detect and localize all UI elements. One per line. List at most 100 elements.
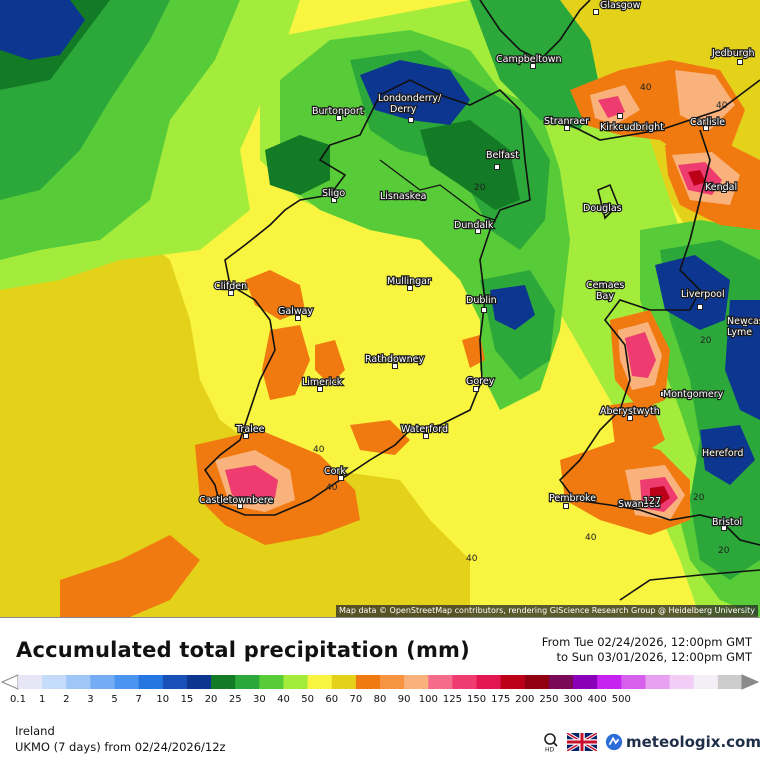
legend-label: 5 [111,694,117,705]
legend-swatch [693,675,719,689]
legend-label: 30 [253,694,266,705]
place-label[interactable]: Dublin [465,294,498,307]
place-marker[interactable] [660,391,666,397]
legend-label: 200 [515,694,534,705]
place-label[interactable]: Aberystwyth [599,405,661,418]
place-label[interactable]: Limerick [301,376,344,389]
contour-label: 40 [716,101,728,111]
place-label[interactable]: Londonderry/Derry [377,92,443,116]
place-marker[interactable] [719,449,725,455]
place-marker[interactable] [408,117,414,123]
place-label[interactable]: Sligo [321,187,347,200]
place-label[interactable]: Campbeltown [495,53,563,66]
max-value-label: 127 [643,496,661,507]
place-label[interactable]: Mullingar [386,275,432,288]
place-label[interactable]: Cemaes Bay [585,279,626,303]
field-10-liverpool [655,255,730,330]
chart-title: Accumulated total precipitation (mm) [16,638,470,662]
place-label[interactable]: Burtonport [311,105,365,118]
period-to: to Sun 03/01/2026, 12:00pm GMT [556,650,752,664]
place-marker[interactable] [530,63,536,69]
place-marker[interactable] [697,304,703,310]
place-marker[interactable] [237,503,243,509]
place-label[interactable]: Liverpool [680,288,726,301]
field-10 [0,0,85,60]
legend-label: 500 [612,694,631,705]
legend-swatch [573,675,598,689]
precipitation-map[interactable]: 20 40 40 20 40 40 20 40 20 40 Glasgow Campbeltown J… [0,0,760,617]
legend-label: 50 [301,694,314,705]
place-marker[interactable] [481,307,487,313]
uk-flag-icon[interactable] [567,733,597,751]
place-label[interactable]: Gorey [465,375,496,388]
coastlines [203,0,760,601]
place-marker[interactable] [336,115,342,121]
magnifier-hd-icon[interactable]: HD [543,732,559,752]
place-label[interactable]: Waterford [400,423,449,436]
legend-swatch [307,675,333,689]
place-label[interactable]: Glasgow [599,0,642,12]
place-label[interactable]: Clifden [213,280,249,293]
brand[interactable]: meteologix.com [605,733,760,751]
place-marker[interactable] [599,281,605,287]
place-marker[interactable] [721,525,727,531]
place-marker[interactable] [703,125,709,131]
legend-label: 2 [63,694,69,705]
place-label[interactable]: Belfast [485,149,521,162]
contour-labels: 20 40 40 20 40 40 20 40 20 40 [313,83,730,564]
place-marker[interactable] [641,501,647,507]
place-label[interactable]: Rathdowney [364,353,426,366]
place-marker[interactable] [593,9,599,15]
place-label[interactable]: Bristol [711,516,744,529]
place-label[interactable]: Douglas [582,202,623,215]
place-marker[interactable] [295,315,301,321]
place-marker[interactable] [627,415,633,421]
place-marker[interactable] [563,503,569,509]
place-marker[interactable] [737,59,743,65]
place-marker[interactable] [228,290,234,296]
place-marker[interactable] [338,475,344,481]
legend-swatch [235,675,260,689]
place-label[interactable]: Swansea [617,498,662,511]
place-label[interactable]: Dundalk [453,219,495,232]
place-marker[interactable] [420,195,426,201]
field-100-scot [598,96,625,118]
place-marker[interactable] [742,321,748,327]
place-label[interactable]: Montgomery [662,388,725,401]
place-marker[interactable] [494,164,500,170]
map-attribution[interactable]: Map data © OpenStreetMap contributors, r… [336,605,758,617]
place-marker[interactable] [603,203,609,209]
place-label[interactable]: Hereford [701,447,745,460]
place-label[interactable]: Stranraer [543,115,590,128]
legend-arrow-high [741,674,760,690]
place-label[interactable]: Galway [277,305,315,318]
place-label[interactable]: Newcastle-under-Lyme [726,315,760,339]
contour-label: 40 [466,554,478,564]
place-label[interactable]: Carlisle [689,116,727,129]
legend-label: 60 [325,694,338,705]
place-marker[interactable] [407,285,413,291]
place-marker[interactable] [721,187,727,193]
place-marker[interactable] [617,113,623,119]
place-marker[interactable] [423,433,429,439]
place-label[interactable]: Kendal [704,181,739,194]
place-marker[interactable] [564,125,570,131]
place-label[interactable]: Jedburgh [710,47,756,60]
field-60-waterford [350,420,410,455]
place-marker[interactable] [331,197,337,203]
place-marker[interactable] [473,386,479,392]
legend-swatch [645,675,671,689]
place-marker[interactable] [317,386,323,392]
legend-label: 25 [229,694,242,705]
place-label[interactable]: Tralee [234,423,266,436]
place-label[interactable]: Pembroke [548,492,598,505]
place-label[interactable]: Castletownbere [198,494,275,507]
place-marker[interactable] [243,433,249,439]
place-marker[interactable] [392,363,398,369]
place-label[interactable]: Cork [323,465,348,478]
place-marker[interactable] [475,228,481,234]
place-label[interactable]: Lisnaskea [379,190,428,203]
legend-label: 10 [156,694,169,705]
legend-arrow-low [0,674,19,690]
place-label[interactable]: Kirkcudbright [599,121,666,134]
